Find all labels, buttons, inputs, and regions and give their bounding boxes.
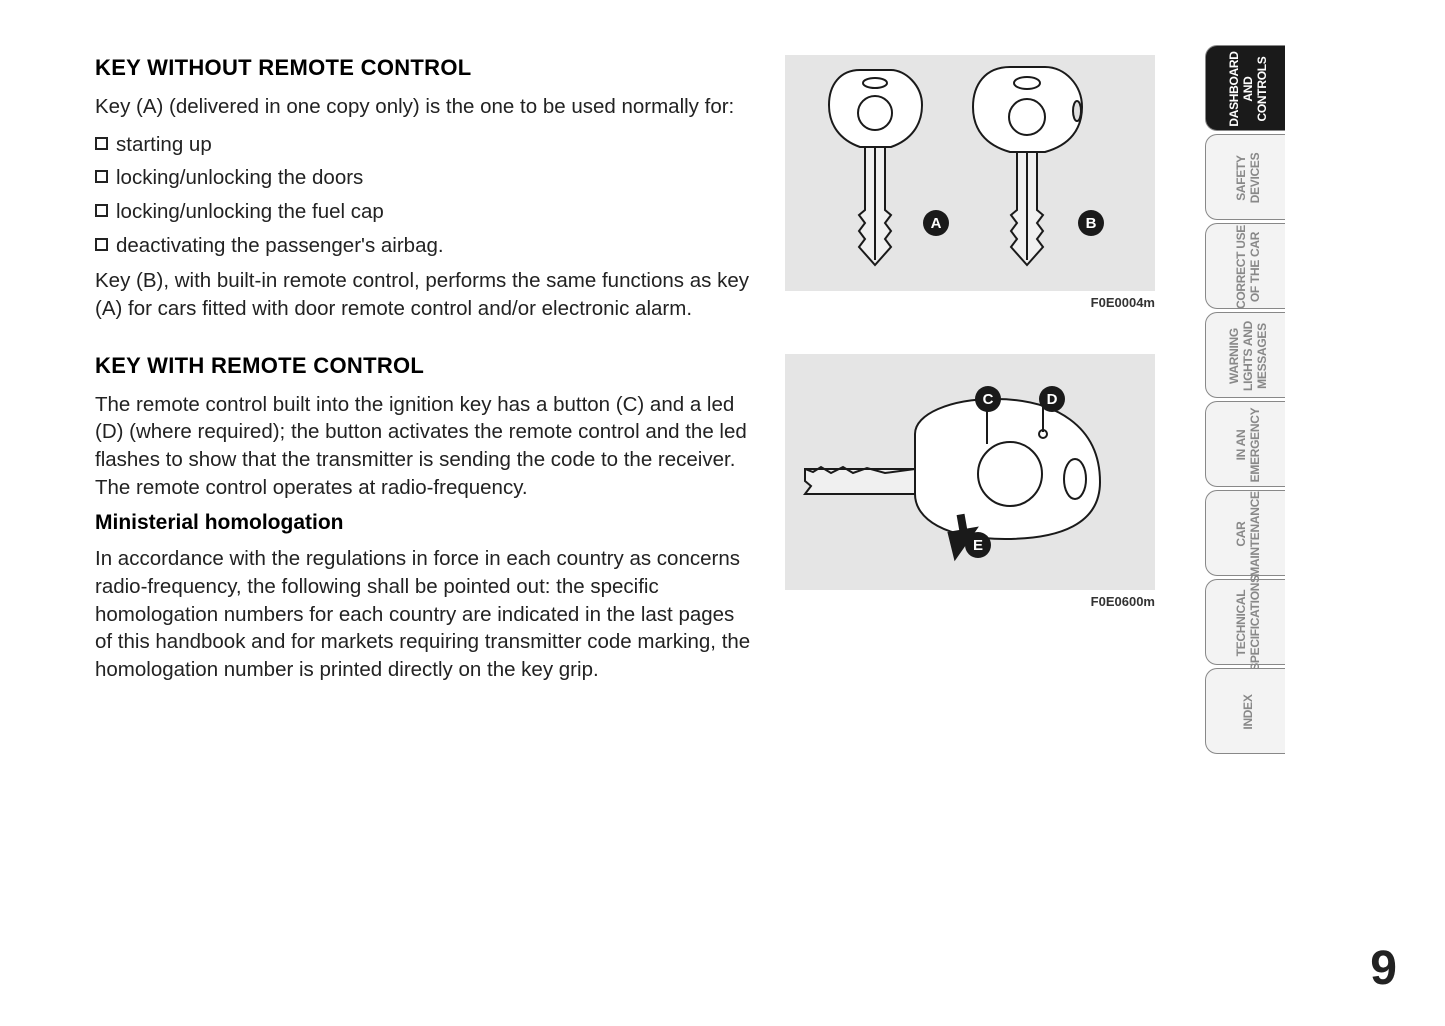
callout-c: C: [975, 386, 1001, 412]
tab-dashboard[interactable]: DASHBOARD AND CONTROLS: [1205, 45, 1285, 131]
tab-warning[interactable]: WARNING LIGHTS AND MESSAGES: [1205, 312, 1285, 398]
tab-emergency[interactable]: IN AN EMERGENCY: [1205, 401, 1285, 487]
bullet-item: locking/unlocking the fuel cap: [95, 198, 755, 226]
callout-a: A: [923, 210, 949, 236]
tab-index[interactable]: INDEX: [1205, 668, 1285, 754]
text-column: KEY WITHOUT REMOTE CONTROL Key (A) (deli…: [95, 55, 785, 996]
side-tabs: DASHBOARD AND CONTROLS SAFETY DEVICES CO…: [1205, 0, 1285, 1026]
bullet-icon: [95, 170, 108, 183]
bullet-icon: [95, 238, 108, 251]
section2-p1: The remote control built into the igniti…: [95, 391, 755, 502]
section2-subheading: Ministerial homologation: [95, 511, 755, 535]
bullet-item: locking/unlocking the doors: [95, 164, 755, 192]
tab-safety[interactable]: SAFETY DEVICES: [1205, 134, 1285, 220]
section1-intro: Key (A) (delivered in one copy only) is …: [95, 93, 755, 121]
figure-keys-ab: A B: [785, 55, 1155, 291]
bullet-icon: [95, 137, 108, 150]
figure2-caption: F0E0600m: [785, 594, 1155, 609]
callout-e: E: [965, 532, 991, 558]
tab-maintenance[interactable]: CAR MAINTENANCE: [1205, 490, 1285, 576]
bullet-item: deactivating the passenger's airbag.: [95, 232, 755, 260]
tab-correct-use[interactable]: CORRECT USE OF THE CAR: [1205, 223, 1285, 309]
section2-heading: KEY WITH REMOTE CONTROL: [95, 353, 755, 379]
page-number: 9: [1370, 941, 1397, 996]
callout-d: D: [1039, 386, 1065, 412]
section1-heading: KEY WITHOUT REMOTE CONTROL: [95, 55, 755, 81]
tab-technical[interactable]: TECHNICAL SPECIFICATIONS: [1205, 579, 1285, 665]
bullet-item: starting up: [95, 131, 755, 159]
figure-column: A B F0E0004m: [785, 55, 1175, 996]
section2-p2: In accordance with the regulations in fo…: [95, 545, 755, 683]
section1-after: Key (B), with built-in remote control, p…: [95, 267, 755, 322]
figure-key-cde: C D E: [785, 354, 1155, 590]
bullet-icon: [95, 204, 108, 217]
callout-b: B: [1078, 210, 1104, 236]
figure1-caption: F0E0004m: [785, 295, 1155, 310]
